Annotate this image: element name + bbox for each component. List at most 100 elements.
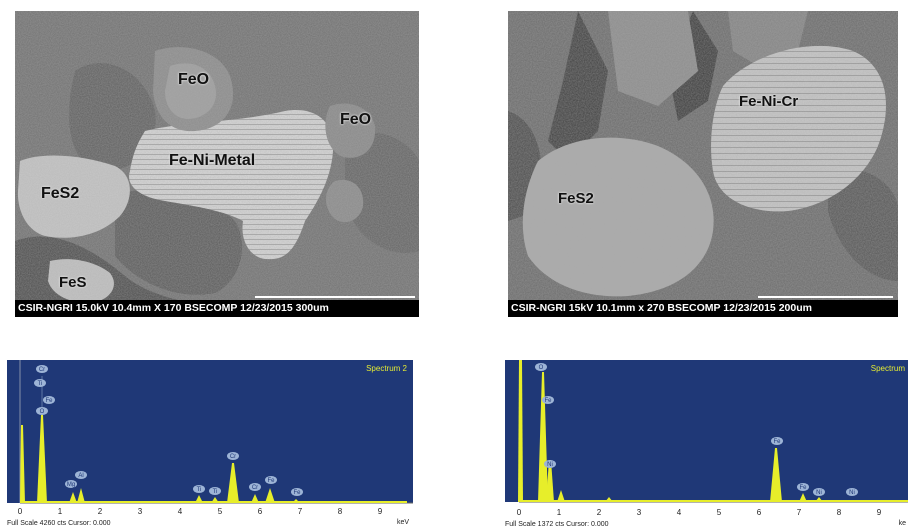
tick-right-3: 3 (637, 508, 642, 517)
eds-spectrum-left: Spectrum 2 Cr Ti O Fe Mg Al Ti Ti Cr Cr (7, 360, 413, 528)
badge-left-al: Al (75, 471, 87, 479)
peak-left-7 (251, 494, 259, 503)
peak-left-2 (69, 492, 77, 503)
sem-image-right: Fe-Ni-Cr FeS2 CSIR-NGRI 15kV 10.1mm x 27… (508, 11, 898, 317)
badge-left-o: O (36, 407, 48, 415)
tick-right-4: 4 (677, 508, 682, 517)
svg-text:Ni: Ni (816, 490, 822, 496)
peak-right-1 (538, 372, 548, 502)
badge-right-o: O (535, 363, 547, 371)
svg-text:Fe: Fe (45, 398, 53, 404)
peak-left-6 (227, 463, 239, 503)
badge-right-fe-2: Fe (797, 483, 809, 491)
peak-right-0 (518, 360, 523, 502)
svg-text:Ti: Ti (197, 487, 202, 493)
svg-text:O: O (40, 409, 45, 415)
tick-right-8: 8 (837, 508, 842, 517)
tick-left-2: 2 (98, 507, 103, 516)
sem-left-scale-bar (255, 296, 415, 298)
svg-text:Cr: Cr (252, 485, 258, 491)
badge-left-ti-top: Ti (34, 379, 46, 387)
badge-left-cr-2: Cr (249, 483, 261, 491)
sem-right-scale-bar (758, 296, 893, 298)
badge-left-cr-top: Cr (36, 365, 48, 373)
badge-left-fe-1: Fe (265, 476, 277, 484)
svg-text:Al: Al (78, 473, 83, 479)
tick-left-1: 1 (58, 507, 63, 516)
tick-right-5: 5 (717, 508, 722, 517)
peak-left-1 (37, 415, 47, 503)
tick-left-4: 4 (178, 507, 183, 516)
tick-right-0: 0 (517, 508, 522, 517)
spectrum-left-unit: keV (397, 519, 409, 526)
sem-left-label-fe-ni-metal: Fe-Ni-Metal (169, 152, 256, 169)
tick-left-9: 9 (378, 507, 383, 516)
sem-left-caption: CSIR-NGRI 15.0kV 10.4mm X 170 BSECOMP 12… (15, 300, 419, 317)
sem-right-label-fe-ni-cr: Fe-Ni-Cr (739, 93, 799, 110)
svg-text:Mg: Mg (67, 482, 75, 488)
tick-right-2: 2 (597, 508, 602, 517)
badge-left-fe-2: Fe (291, 488, 303, 496)
spectrum-right-unit: ke (899, 520, 907, 527)
peak-left-9 (292, 499, 300, 503)
peak-right-4 (605, 497, 613, 502)
tick-left-8: 8 (338, 507, 343, 516)
peak-left-5 (211, 497, 219, 503)
badge-right-ni-2: Ni (846, 488, 858, 496)
badge-left-ti-1: Ti (193, 485, 205, 493)
peak-left-8 (265, 488, 275, 503)
tick-right-6: 6 (757, 508, 762, 517)
svg-text:Fe: Fe (773, 439, 781, 445)
svg-text:Fe: Fe (799, 485, 807, 491)
spectrum-left-title: Spectrum 2 (366, 364, 407, 373)
badge-left-ti-2: Ti (209, 487, 221, 495)
svg-text:Fe: Fe (267, 478, 275, 484)
peak-right-6 (799, 493, 807, 502)
peak-right-3 (557, 490, 565, 502)
sem-image-left: FeO FeO Fe-Ni-Metal FeS2 FeS CSIR-NGRI 1… (15, 11, 419, 317)
spectrum-right-title: Spectrum (871, 364, 906, 373)
spectrum-right-footer: Full Scale 1372 cts Cursor: 0.000 (505, 521, 609, 528)
sem-left-label-fes2: FeS2 (41, 185, 80, 202)
sem-image-left-texture (15, 11, 419, 317)
tick-left-3: 3 (138, 507, 143, 516)
eds-spectrum-left-plot: Spectrum 2 Cr Ti O Fe Mg Al Ti Ti Cr Cr (7, 360, 413, 528)
badge-right-fe-low: Fe (542, 396, 554, 404)
badge-left-cr-main: Cr (227, 452, 239, 460)
sem-left-label-feo-right: FeO (340, 111, 372, 128)
svg-text:O: O (539, 365, 544, 371)
badge-left-fe-low: Fe (43, 396, 55, 404)
badge-right-ni-low: Ni (544, 460, 556, 468)
eds-spectrum-right: Spectrum O Fe Ni Fe Fe Ni Ni 0 1 2 3 4 5… (505, 360, 908, 528)
svg-text:Fe: Fe (293, 490, 301, 496)
svg-text:Fe: Fe (544, 398, 552, 404)
badge-right-fe-main: Fe (771, 437, 783, 445)
spectrum-left-footer: Full Scale 4260 cts Cursor: 0.000 (7, 520, 111, 527)
tick-left-5: 5 (218, 507, 223, 516)
sem-right-caption: CSIR-NGRI 15kV 10.1mm x 270 BSECOMP 12/2… (508, 300, 898, 317)
peak-left-3 (77, 488, 85, 503)
tick-right-7: 7 (797, 508, 802, 517)
badge-right-ni-1: Ni (813, 488, 825, 496)
svg-text:Cr: Cr (39, 367, 45, 373)
peak-right-5 (770, 448, 782, 502)
svg-text:Ti: Ti (38, 381, 43, 387)
svg-text:Ni: Ni (547, 462, 553, 468)
tick-left-7: 7 (298, 507, 303, 516)
tick-left-0: 0 (18, 507, 23, 516)
svg-text:Ni: Ni (849, 490, 855, 496)
badge-left-mg: Mg (65, 480, 77, 488)
tick-right-1: 1 (557, 508, 562, 517)
sem-left-label-feo-top: FeO (178, 71, 210, 88)
peak-right-7 (815, 497, 823, 502)
sem-right-label-fes2: FeS2 (558, 190, 594, 207)
sem-image-right-texture (508, 11, 898, 317)
tick-right-9: 9 (877, 508, 882, 517)
peak-right-2 (546, 460, 554, 502)
peak-left-4 (195, 495, 203, 503)
peak-left-0 (20, 425, 25, 503)
tick-left-6: 6 (258, 507, 263, 516)
svg-text:Ti: Ti (213, 489, 218, 495)
svg-text:Cr: Cr (230, 454, 236, 460)
eds-spectrum-right-plot: Spectrum O Fe Ni Fe Fe Ni Ni 0 1 2 3 4 5… (505, 360, 908, 528)
